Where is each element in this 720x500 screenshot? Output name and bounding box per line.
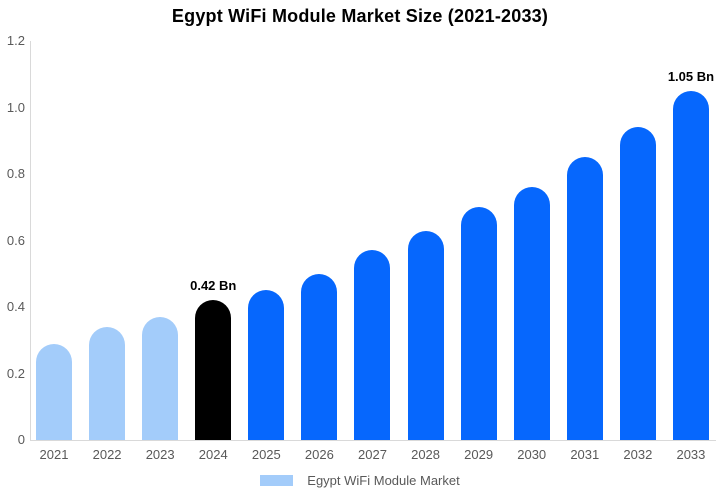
bar-group-2033: 2033 1.05 Bn: [668, 41, 714, 462]
bar-2031: [566, 157, 603, 440]
bar-group-2030: 2030: [513, 41, 550, 462]
bar-group-2027: 2027: [354, 41, 391, 462]
x-tick-label-2024: 2024: [198, 447, 228, 462]
legend-label: Egypt WiFi Module Market: [307, 473, 460, 488]
bar-group-2026: 2026: [301, 41, 338, 462]
bar-2026: [301, 273, 338, 440]
bar-2021: [36, 343, 72, 440]
bar-2030: [513, 187, 550, 440]
x-tick-label-2030: 2030: [517, 447, 547, 462]
bar-2032: [619, 127, 656, 440]
x-axis-line: [30, 440, 716, 441]
x-tick-label-2028: 2028: [411, 447, 441, 462]
bar-value-annotation-2024: 0.42 Bn: [190, 278, 237, 294]
y-tick-label: 1.2: [6, 33, 25, 48]
x-tick-label-2029: 2029: [464, 447, 494, 462]
bar-group-2022: 2022: [89, 41, 126, 462]
bar-value-annotation-2033: 1.05 Bn: [667, 68, 715, 84]
legend-swatch: [260, 475, 294, 486]
bars-row: 2021 2022 2023 2024 0.42 Bn 2025 2026 2027 2028 2…: [36, 41, 714, 462]
chart-title: Egypt WiFi Module Market Size (2021-2033…: [171, 6, 549, 26]
bar-group-2025: 2025: [248, 41, 285, 462]
bar-2033: [672, 90, 709, 440]
bar-2023: [142, 316, 179, 440]
bar-2022: [89, 326, 126, 440]
y-axis-line: [30, 41, 31, 440]
bar-group-2023: 2023: [142, 41, 179, 462]
bar-group-2029: 2029: [460, 41, 497, 462]
y-tick-label: 0: [17, 432, 25, 447]
bar-group-2024: 2024 0.42 Bn: [190, 41, 236, 462]
bar-group-2021: 2021: [36, 41, 72, 462]
x-tick-label-2027: 2027: [358, 447, 387, 462]
bar-group-2028: 2028: [407, 41, 444, 462]
legend: Egypt WiFi Module Market: [0, 473, 720, 488]
y-tick-label: 0.2: [6, 365, 25, 381]
x-tick-label-2031: 2031: [570, 447, 600, 462]
x-tick-label-2021: 2021: [39, 447, 69, 462]
x-tick-label-2023: 2023: [145, 447, 175, 462]
x-tick-label-2032: 2032: [623, 447, 653, 462]
y-tick-label: 0.4: [6, 299, 25, 314]
y-tick-label: 0.6: [6, 232, 25, 248]
bar-2028: [407, 230, 444, 440]
y-tick-label: 1.0: [6, 99, 25, 115]
bar-group-2031: 2031: [566, 41, 603, 462]
bar-2029: [460, 207, 497, 440]
bar-group-2032: 2032: [619, 41, 656, 462]
x-tick-label-2026: 2026: [304, 447, 334, 462]
bar-2025: [248, 290, 285, 440]
y-tick-label: 0.8: [6, 166, 25, 181]
x-tick-label-2022: 2022: [92, 447, 122, 462]
bar-2024: [195, 300, 232, 440]
x-tick-label-2033: 2033: [676, 447, 706, 462]
bar-2027: [354, 250, 391, 440]
x-tick-label-2025: 2025: [251, 447, 281, 462]
